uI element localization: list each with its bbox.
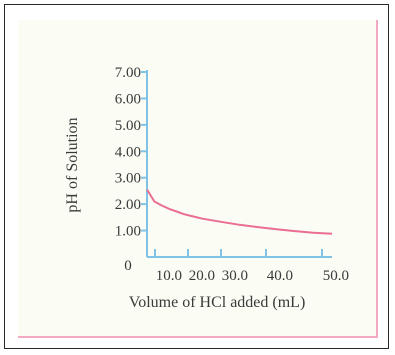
axes (146, 70, 332, 258)
y-axis-title: pH of Solution (64, 117, 81, 212)
series-layer (146, 189, 333, 235)
x-tick-label: 10.0 (156, 268, 182, 284)
y-ticks: 0 1.00 2.00 3.00 4.00 5.00 6.00 7.00 (115, 65, 147, 274)
y-tick-label: 7.00 (115, 65, 141, 81)
chart-panel (18, 20, 378, 338)
y-tick-label: 4.00 (115, 144, 141, 160)
x-tick-label: 30.0 (222, 268, 248, 284)
x-tick-label: 50.0 (323, 268, 349, 284)
y-tick-label: 3.00 (115, 171, 141, 187)
x-axis-title: Volume of HCl added (mL) (129, 294, 306, 311)
x-tick-label: 20.0 (189, 268, 215, 284)
y-tick-label: 1.00 (115, 224, 141, 240)
y-tick-label: 2.00 (115, 197, 141, 213)
x-ticks: 10.0 20.0 30.0 40.0 50.0 (154, 249, 349, 284)
y-tick-label: 0 (124, 258, 132, 274)
x-tick-label: 40.0 (267, 268, 293, 284)
ph-curve-line (146, 189, 333, 235)
y-tick-label: 5.00 (115, 118, 141, 134)
y-tick-label: 6.00 (115, 91, 141, 107)
